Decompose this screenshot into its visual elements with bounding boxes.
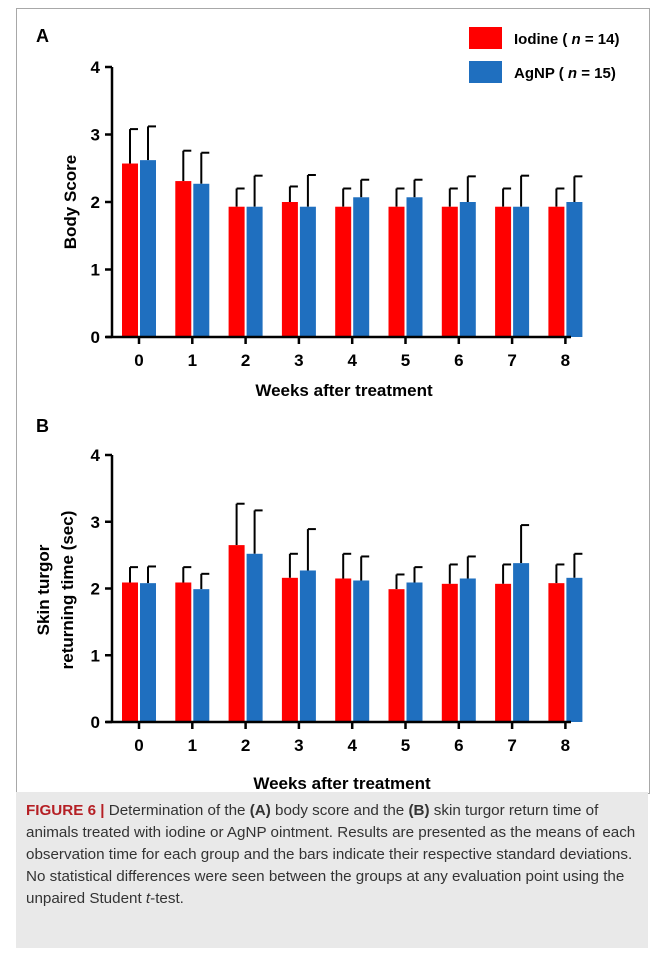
chart-panel-b: 0 1 2 3 4 0 1 2 3 4 5 6 7 8 Skin turgor returning tim… — [34, 446, 583, 792]
panel-a-ytick-label-4: 4 — [91, 58, 101, 77]
panel-a-bar-agnp-6 — [459, 202, 476, 337]
panel-b-marks: 0 1 2 3 4 0 1 2 3 4 5 6 7 8 — [91, 446, 583, 755]
caption-b-ref: (B) — [408, 802, 430, 819]
panel-b-bar-iodine-6 — [441, 583, 458, 722]
panel-a-xtick-label-8: 8 — [561, 351, 570, 370]
chart-panel-a: 0 1 2 3 4 0 1 2 3 4 5 6 7 8 Body Score Weeks after tr… — [61, 58, 583, 400]
panel-a-xtick-label-2: 2 — [241, 351, 250, 370]
figure-frame — [16, 8, 650, 794]
panel-a-xtick-label-5: 5 — [401, 351, 410, 370]
panel-b-xtick-label-4: 4 — [347, 736, 357, 755]
caption-figure-label: FIGURE 6 | — [26, 802, 105, 819]
caption-text: FIGURE 6 | Determination of the (A) body… — [26, 800, 638, 910]
caption-part1: Determination of the — [104, 802, 250, 819]
panel-a-bar-iodine-2 — [228, 206, 245, 337]
panel-b-ylabel-line2: returning time (sec) — [58, 511, 77, 670]
panel-a-bar-agnp-2 — [246, 206, 263, 337]
panel-a-bar-iodine-4 — [335, 206, 352, 337]
panel-b-bar-iodine-7 — [495, 583, 512, 722]
panel-b-bar-agnp-4 — [353, 580, 370, 722]
panel-b-xtick-label-6: 6 — [454, 736, 463, 755]
panel-a-letter: A — [36, 26, 49, 46]
caption-a-ref: (A) — [249, 802, 271, 819]
legend-label-iodine: Iodine ( n = 14) — [514, 31, 619, 48]
panel-b-xtick-label-7: 7 — [507, 736, 516, 755]
panel-b-bar-iodine-5 — [388, 589, 405, 722]
panel-b-letter: B — [36, 416, 49, 436]
figure-caption: FIGURE 6 | Determination of the (A) body… — [16, 792, 648, 948]
panel-a-bar-iodine-0 — [122, 163, 138, 337]
panel-a-bar-iodine-5 — [388, 206, 405, 337]
panel-b-bar-agnp-6 — [459, 578, 476, 722]
panel-b-bar-iodine-8 — [548, 583, 565, 722]
legend-label-agnp: AgNP ( n = 15) — [514, 65, 616, 82]
panel-b-bar-agnp-8 — [566, 577, 583, 722]
panel-b-bar-iodine-1 — [175, 582, 192, 722]
legend-iodine-prefix: Iodine ( — [514, 31, 572, 48]
legend-iodine-suffix: = 14) — [581, 31, 620, 48]
panel-b-bar-iodine-0 — [122, 582, 138, 722]
panel-a-bar-agnp-3 — [299, 206, 316, 337]
panel-b-xtick-label-1: 1 — [188, 736, 197, 755]
legend-swatch-agnp — [469, 61, 502, 83]
panel-a-ytick-label-0: 0 — [91, 328, 100, 347]
panel-a-xtick-label-4: 4 — [347, 351, 357, 370]
panel-b-bar-iodine-3 — [281, 577, 298, 722]
panel-b-bar-iodine-2 — [228, 545, 245, 722]
panel-b-bar-agnp-3 — [299, 570, 316, 722]
panel-a-ytick-label-3: 3 — [91, 126, 100, 145]
panel-a-bar-iodine-6 — [441, 206, 458, 337]
panel-b-bar-iodine-4 — [335, 578, 352, 722]
legend-swatch-iodine — [469, 27, 502, 49]
panel-a-xtick-label-1: 1 — [188, 351, 197, 370]
panel-b-ylabel-line1: Skin turgor — [34, 544, 53, 635]
panel-b-bar-agnp-2 — [246, 553, 263, 722]
panel-a-xtick-label-6: 6 — [454, 351, 463, 370]
panel-b-bar-agnp-1 — [193, 589, 210, 722]
caption-part4: -test. — [150, 890, 184, 907]
panel-b-xtick-label-5: 5 — [401, 736, 410, 755]
legend-agnp-suffix: = 15) — [577, 65, 616, 82]
panel-a-bar-iodine-7 — [495, 206, 512, 337]
legend-agnp-n: n — [568, 65, 577, 82]
panel-b-ytick-label-2: 2 — [91, 580, 100, 599]
panel-a-bar-iodine-8 — [548, 206, 565, 337]
caption-t-italic: t — [145, 890, 151, 907]
panel-a-ylabel: Body Score — [61, 155, 80, 249]
panel-b-ytick-label-0: 0 — [91, 713, 100, 732]
legend-iodine-n: n — [572, 31, 581, 48]
caption-part2: body score and the — [270, 802, 409, 819]
panel-a-marks: 0 1 2 3 4 0 1 2 3 4 5 6 7 8 — [91, 58, 583, 370]
panel-a-xtick-label-7: 7 — [507, 351, 516, 370]
panel-a-bar-agnp-1 — [193, 183, 210, 337]
panel-a-bar-agnp-5 — [406, 197, 423, 337]
panel-b-xtick-label-0: 0 — [134, 736, 143, 755]
panel-a-xlabel: Weeks after treatment — [255, 381, 433, 400]
panel-a-bar-agnp-4 — [353, 197, 370, 337]
caption-part3: skin turgor return time of animals treat… — [26, 802, 636, 907]
panel-a-ytick-label-1: 1 — [91, 261, 100, 280]
legend: Iodine ( n = 14) AgNP ( n = 15) — [469, 27, 619, 83]
panel-b-bar-agnp-0 — [140, 583, 156, 722]
panel-b-ytick-label-1: 1 — [91, 646, 100, 665]
legend-agnp-prefix: AgNP ( — [514, 65, 568, 82]
panel-b-bar-agnp-7 — [513, 563, 530, 722]
panel-a-xtick-label-3: 3 — [294, 351, 303, 370]
panel-a-xtick-label-0: 0 — [134, 351, 143, 370]
panel-b-ytick-label-4: 4 — [91, 446, 101, 465]
panel-b-xtick-label-8: 8 — [561, 736, 570, 755]
panel-a-bar-agnp-0 — [140, 160, 156, 337]
panel-a-bar-iodine-1 — [175, 181, 192, 337]
panel-a-ytick-label-2: 2 — [91, 193, 100, 212]
panel-b-bar-agnp-5 — [406, 582, 423, 722]
panel-b-ytick-label-3: 3 — [91, 513, 100, 532]
panel-a-bar-iodine-3 — [281, 202, 298, 337]
panel-a-bar-agnp-8 — [566, 202, 583, 337]
panel-b-xlabel: Weeks after treatment — [253, 774, 431, 792]
figure-svg: A B Iodine ( n = 14) AgNP ( n = 15) 0 1 2 3… — [34, 26, 619, 792]
panel-b-xtick-label-2: 2 — [241, 736, 250, 755]
panel-a-bar-agnp-7 — [513, 206, 530, 337]
panel-b-xtick-label-3: 3 — [294, 736, 303, 755]
